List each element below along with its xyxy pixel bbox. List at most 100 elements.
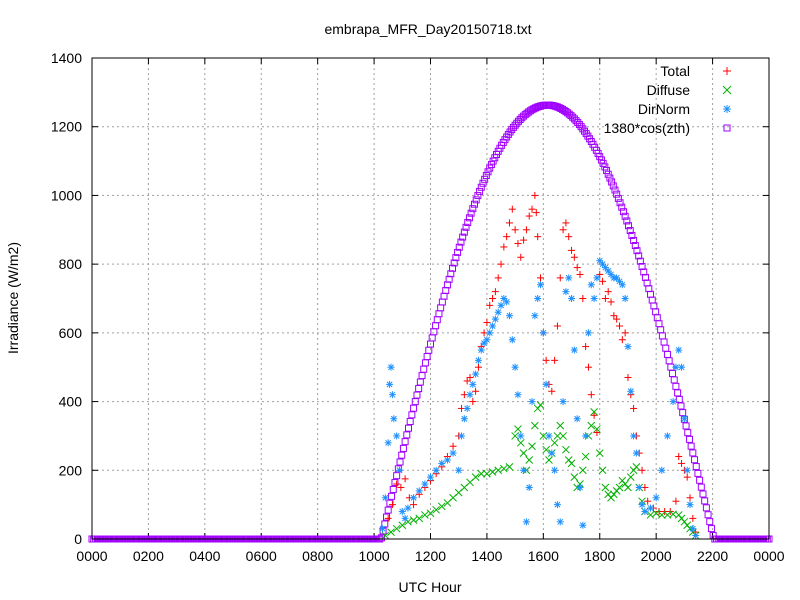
dirnorm-point (514, 391, 522, 399)
marker-stroke (636, 484, 643, 491)
marker-stroke (433, 467, 440, 474)
total-point (384, 514, 392, 522)
x-tick-label: 2200 (697, 548, 728, 564)
dirnorm-point (520, 466, 528, 474)
dirnorm-point (469, 380, 477, 388)
marker-stroke (684, 467, 691, 474)
solar-curve-point (406, 417, 414, 425)
marker-stroke (621, 212, 629, 220)
solar-curve-point (635, 252, 643, 260)
solar-curve-point (465, 214, 473, 222)
marker-stroke (461, 415, 468, 422)
marker-stroke (388, 492, 396, 500)
dirnorm-point (393, 432, 401, 440)
marker-stroke (687, 442, 695, 450)
marker-stroke (581, 452, 590, 461)
diffuse-point (528, 442, 536, 451)
marker-stroke (450, 259, 458, 267)
marker-stroke (516, 438, 525, 447)
dirnorm-point (489, 322, 497, 330)
diffuse-point (646, 511, 655, 519)
solar-curve-point (384, 506, 392, 514)
solar-curve-point (677, 402, 685, 410)
dirnorm-point (641, 508, 649, 516)
marker-stroke (444, 457, 451, 463)
dirnorm-point (689, 525, 697, 533)
marker-stroke (548, 450, 555, 457)
diffuse-point (494, 466, 503, 475)
marker-stroke (657, 511, 666, 519)
marker-stroke (601, 163, 609, 171)
dirnorm-point (503, 298, 511, 306)
marker-stroke (464, 219, 472, 227)
marker-stroke (577, 484, 583, 491)
solar-curve-point (410, 404, 418, 412)
marker-stroke (630, 432, 637, 439)
marker-stroke (408, 411, 416, 419)
dirnorm-point (627, 387, 635, 395)
solar-curve-point (403, 431, 411, 439)
total-point (630, 404, 638, 412)
total-point (522, 226, 530, 234)
diffuse-point (536, 401, 545, 409)
dirnorm-point (548, 449, 556, 457)
solar-curve-point (640, 268, 648, 276)
diffuse-point (578, 466, 587, 475)
marker-stroke (609, 182, 617, 190)
total-point (528, 205, 536, 213)
solar-curve-point (684, 429, 692, 437)
diffuse-point (624, 483, 632, 492)
dirnorm-point (477, 346, 485, 354)
marker-stroke (406, 417, 414, 425)
total-point (469, 398, 477, 406)
total-point (388, 501, 396, 509)
marker-stroke (603, 167, 611, 175)
solar-curve-point (625, 222, 633, 230)
marker-stroke (506, 312, 513, 319)
marker-stroke (492, 316, 499, 323)
total-point (556, 274, 564, 282)
solar-curve-point (408, 411, 416, 419)
marker-stroke (631, 242, 639, 250)
marker-stroke (692, 532, 699, 539)
diffuse-point (505, 462, 514, 471)
marker-stroke (411, 398, 419, 406)
marker-stroke (663, 511, 672, 519)
total-point (503, 233, 511, 241)
diffuse-point (570, 473, 579, 482)
marker-stroke (529, 398, 536, 405)
marker-stroke (624, 343, 631, 350)
marker-stroke (704, 511, 712, 519)
marker-stroke (469, 381, 476, 388)
marker-stroke (404, 424, 412, 432)
legend-marker (722, 85, 732, 95)
dirnorm-point (525, 483, 533, 491)
solar-curve-point (459, 233, 467, 241)
diffuse-point (511, 432, 519, 440)
marker-stroke (388, 364, 394, 371)
solar-curve-point (628, 231, 636, 239)
marker-stroke (554, 501, 561, 508)
diffuse-point (514, 425, 522, 433)
solar-curve-point (694, 469, 702, 477)
marker-stroke (630, 236, 638, 244)
y-tick-label: 200 (59, 462, 83, 478)
total-point (672, 497, 680, 505)
marker-stroke (599, 159, 607, 167)
marker-stroke (571, 347, 578, 354)
y-axis-label: Irradiance (W/m2) (5, 242, 21, 354)
solar-curve-point (396, 458, 404, 466)
marker-stroke (471, 473, 480, 482)
total-point (511, 226, 519, 234)
marker-stroke (514, 391, 521, 398)
marker-stroke (503, 298, 510, 305)
marker-stroke (387, 528, 395, 536)
total-point (497, 260, 505, 268)
marker-stroke (474, 192, 482, 200)
marker-stroke (401, 438, 409, 446)
diffuse-point (657, 511, 666, 519)
marker-stroke (459, 233, 467, 241)
marker-stroke (403, 431, 411, 439)
total-point (505, 219, 513, 227)
marker-stroke (511, 432, 519, 440)
